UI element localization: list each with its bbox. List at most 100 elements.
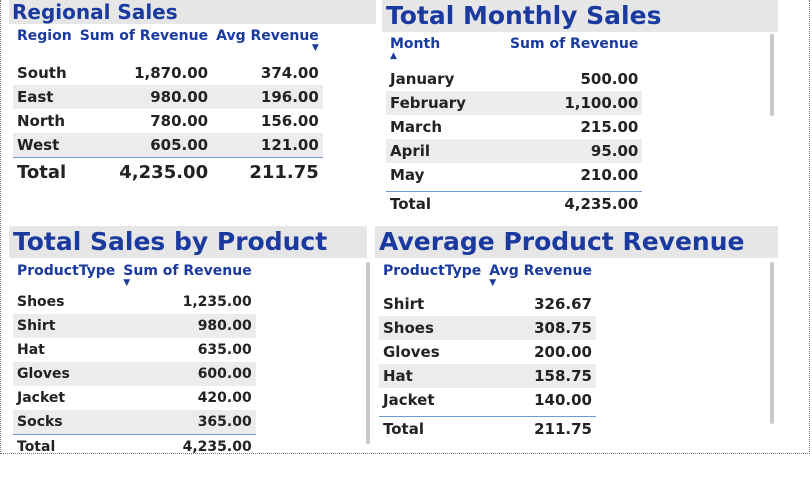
column-header-product-type[interactable]: ProductType <box>383 263 482 279</box>
month-cell: January <box>390 70 455 88</box>
total-row: Total 4,235.00 211.75 <box>13 157 323 186</box>
table-header-row: ProductType Avg Revenue ▼ <box>379 263 596 288</box>
table-header-row: Region Sum of Revenue Avg Revenue ▼ <box>13 28 323 53</box>
total-row: Total 4,235.00 <box>13 434 256 459</box>
column-header-region[interactable]: Region <box>17 28 72 44</box>
product-vertical-scrollbar[interactable] <box>366 262 370 444</box>
table-row: West 605.00 121.00 <box>13 133 323 158</box>
product-type-cell: Shoes <box>379 316 486 340</box>
region-cell: East <box>13 85 76 109</box>
total-sum-revenue: 4,235.00 <box>469 191 643 216</box>
monthly-sales-matrix: Month ▲ Sum of Revenue January 500.00 Fe… <box>386 36 643 216</box>
table-row: February 1,100.00 <box>386 91 643 115</box>
sum-revenue-cell: 365.00 <box>119 410 256 435</box>
sum-revenue-cell: 95.00 <box>469 139 643 163</box>
avg-revenue-cell: 374.00 <box>260 64 319 82</box>
avg-revenue-cell: 156.00 <box>260 112 319 130</box>
month-cell: May <box>390 166 425 184</box>
regional-sales-title: Regional Sales <box>9 0 376 24</box>
table-row: January 500.00 <box>386 67 642 91</box>
month-cell: February <box>386 91 470 115</box>
monthly-vertical-scrollbar[interactable] <box>770 34 774 116</box>
month-cell: March <box>390 118 443 136</box>
product-sales-title: Total Sales by Product <box>9 226 367 258</box>
column-header-sum-revenue[interactable]: Sum of Revenue <box>79 28 209 44</box>
total-label: Total <box>379 416 486 441</box>
product-type-cell: Hat <box>17 342 45 358</box>
column-header-month[interactable]: Month ▲ <box>386 36 470 61</box>
total-sum-revenue: 4,235.00 <box>119 434 256 459</box>
avg-revenue-cell: 158.75 <box>485 364 596 388</box>
column-header-product-type[interactable]: ProductType <box>17 263 116 279</box>
sum-revenue-cell: 1,235.00 <box>182 294 252 310</box>
avg-revenue-cell: 308.75 <box>485 316 596 340</box>
column-header-label: Sum of Revenue <box>123 263 252 279</box>
sum-revenue-cell: 500.00 <box>580 70 639 88</box>
table-row: April 95.00 <box>386 139 643 163</box>
total-label: Total <box>13 434 120 459</box>
table-row: Jacket 140.00 <box>379 388 596 412</box>
total-sum-revenue: 4,235.00 <box>75 157 213 186</box>
product-type-cell: Hat <box>379 364 486 388</box>
avg-revenue-cell: 140.00 <box>534 391 592 409</box>
column-header-label: Avg Revenue <box>216 28 319 44</box>
avg-product-vertical-scrollbar[interactable] <box>770 262 774 424</box>
product-type-cell: Gloves <box>383 343 440 361</box>
sum-revenue-cell: 1,870.00 <box>134 64 209 82</box>
avg-product-revenue-matrix: ProductType Avg Revenue ▼ Shirt 326.67 S… <box>379 263 596 441</box>
table-row: Hat 635.00 <box>13 338 256 362</box>
column-header-avg-revenue[interactable]: Avg Revenue ▼ <box>212 28 323 53</box>
sum-revenue-cell: 600.00 <box>119 362 256 386</box>
total-row: Total 4,235.00 <box>386 191 643 216</box>
sum-revenue-cell: 605.00 <box>75 133 213 158</box>
sum-revenue-cell: 980.00 <box>119 314 256 338</box>
column-header-sum-revenue[interactable]: Sum of Revenue <box>509 36 639 52</box>
region-cell: South <box>17 64 67 82</box>
total-avg-revenue: 211.75 <box>212 157 323 186</box>
table-row: Jacket 420.00 <box>13 386 256 410</box>
avg-revenue-cell: 326.67 <box>534 295 592 313</box>
table-row: Socks 365.00 <box>13 410 256 435</box>
avg-revenue-cell: 121.00 <box>212 133 323 158</box>
sum-revenue-cell: 210.00 <box>580 166 639 184</box>
regional-sales-matrix: Region Sum of Revenue Avg Revenue ▼ Sout… <box>13 28 323 186</box>
sum-revenue-cell: 1,100.00 <box>469 91 643 115</box>
sort-descending-icon: ▼ <box>311 43 319 53</box>
sum-revenue-cell: 980.00 <box>75 85 213 109</box>
table-row: Shoes 308.75 <box>379 316 596 340</box>
sort-descending-icon: ▼ <box>123 278 131 288</box>
column-header-label: Avg Revenue <box>489 263 592 279</box>
total-label: Total <box>13 157 76 186</box>
column-header-label: Month <box>390 36 441 52</box>
table-row: South 1,870.00 374.00 <box>13 61 323 85</box>
avg-revenue-cell: 196.00 <box>212 85 323 109</box>
region-cell: West <box>13 133 76 158</box>
table-row: East 980.00 196.00 <box>13 85 323 109</box>
table-header-row: Month ▲ Sum of Revenue <box>386 36 642 61</box>
report-canvas: Regional Sales Region Sum of Revenue Avg… <box>0 0 810 459</box>
table-row: Shoes 1,235.00 <box>13 290 256 314</box>
table-row: Gloves 600.00 <box>13 362 256 386</box>
region-cell: North <box>17 112 66 130</box>
column-header-sum-revenue[interactable]: Sum of Revenue ▼ <box>119 263 255 288</box>
sort-descending-icon: ▼ <box>489 278 497 288</box>
product-type-cell: Jacket <box>17 390 66 406</box>
table-row: North 780.00 156.00 <box>13 109 323 133</box>
column-header-avg-revenue[interactable]: Avg Revenue ▼ <box>485 263 596 288</box>
avg-revenue-cell: 200.00 <box>534 343 592 361</box>
product-type-cell: Jacket <box>383 391 435 409</box>
total-label: Total <box>386 191 470 216</box>
product-type-cell: Socks <box>13 410 120 435</box>
table-row: Hat 158.75 <box>379 364 596 388</box>
avg-product-revenue-title: Average Product Revenue <box>375 226 778 258</box>
total-avg-revenue: 211.75 <box>485 416 596 441</box>
table-row: Gloves 200.00 <box>379 340 596 364</box>
product-sales-matrix: ProductType Sum of Revenue ▼ Shoes 1,235… <box>13 263 256 459</box>
product-type-cell: Shirt <box>383 295 425 313</box>
sum-revenue-cell: 780.00 <box>150 112 209 130</box>
table-row: Shirt 326.67 <box>379 292 596 316</box>
total-row: Total 211.75 <box>379 416 596 441</box>
table-header-row: ProductType Sum of Revenue ▼ <box>13 263 256 288</box>
table-row: March 215.00 <box>386 115 642 139</box>
sum-revenue-cell: 215.00 <box>580 118 639 136</box>
